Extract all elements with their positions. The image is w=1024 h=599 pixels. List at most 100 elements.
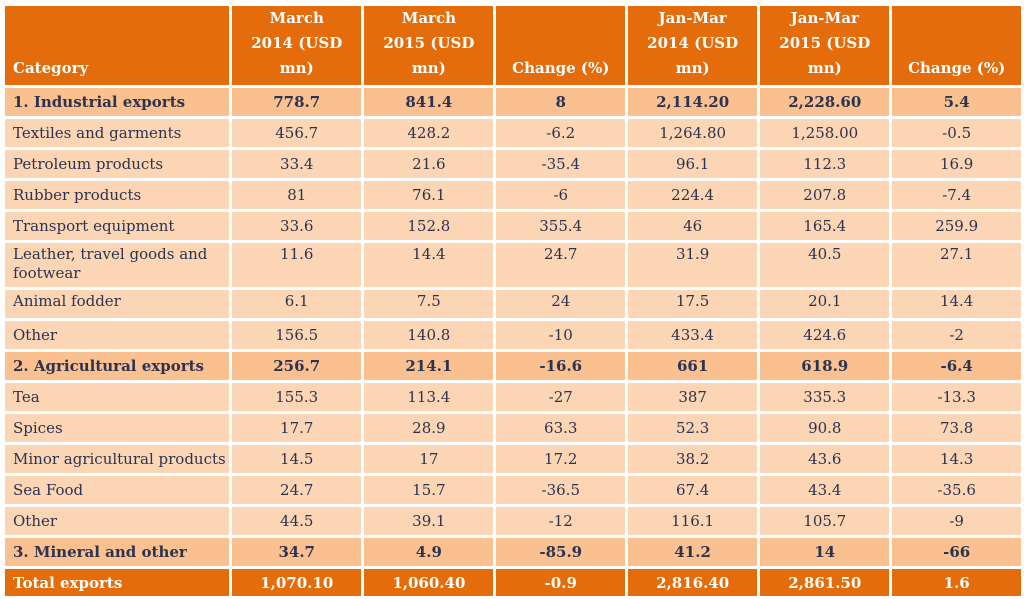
header-line: Change (%) — [512, 59, 610, 77]
cell-value: -35.4 — [496, 150, 626, 178]
header-line: 2015 (USD mn) — [383, 34, 475, 77]
cell-value: 256.7 — [232, 352, 362, 380]
row-label: Rubber products — [5, 181, 230, 209]
cell-value: 15.7 — [364, 476, 494, 504]
cell-value: -2 — [892, 321, 1021, 349]
cell-value: 31.9 — [628, 243, 758, 287]
cell-value: 21.6 — [364, 150, 494, 178]
cell-value: -10 — [496, 321, 626, 349]
cell-value: 1.6 — [892, 569, 1021, 596]
row-label: Minor agricultural products — [5, 445, 230, 473]
row-label: Spices — [5, 414, 230, 442]
cell-value: 841.4 — [364, 88, 494, 116]
cell-value: 140.8 — [364, 321, 494, 349]
cell-value: -36.5 — [496, 476, 626, 504]
header-line: Change (%) — [908, 59, 1006, 77]
cell-value: 355.4 — [496, 212, 626, 240]
cell-value: 156.5 — [232, 321, 362, 349]
cell-value: 63.3 — [496, 414, 626, 442]
cell-value: 8 — [496, 88, 626, 116]
cell-value: -0.9 — [496, 569, 626, 596]
cell-value: -12 — [496, 507, 626, 535]
header-line: 2014 (USD mn) — [647, 34, 739, 77]
cell-value: 7.5 — [364, 290, 494, 318]
cell-value: 24.7 — [496, 243, 626, 287]
cell-value: 14 — [760, 538, 890, 566]
cell-value: 661 — [628, 352, 758, 380]
cell-value: 113.4 — [364, 383, 494, 411]
cell-value: -35.6 — [892, 476, 1021, 504]
header-line: March — [401, 9, 456, 27]
cell-value: 1,264.80 — [628, 119, 758, 147]
cell-value: -85.9 — [496, 538, 626, 566]
cell-value: 335.3 — [760, 383, 890, 411]
cell-value: 24.7 — [232, 476, 362, 504]
table-row: Textiles and garments 456.7 428.2 -6.2 1… — [5, 119, 1021, 147]
cell-value: 33.6 — [232, 212, 362, 240]
row-label: Transport equipment — [5, 212, 230, 240]
cell-value: 207.8 — [760, 181, 890, 209]
cell-value: 6.1 — [232, 290, 362, 318]
cell-value: -6.2 — [496, 119, 626, 147]
cell-value: 17.5 — [628, 290, 758, 318]
cell-value: 24 — [496, 290, 626, 318]
cell-value: 155.3 — [232, 383, 362, 411]
cell-value: 11.6 — [232, 243, 362, 287]
table-row: Other 156.5 140.8 -10 433.4 424.6 -2 — [5, 321, 1021, 349]
table-row-agricultural-exports: 2. Agricultural exports 256.7 214.1 -16.… — [5, 352, 1021, 380]
cell-value: 2,816.40 — [628, 569, 758, 596]
cell-value: 1,060.40 — [364, 569, 494, 596]
row-label: 3. Mineral and other — [5, 538, 230, 566]
table-row: Transport equipment 33.6 152.8 355.4 46 … — [5, 212, 1021, 240]
cell-value: -6 — [496, 181, 626, 209]
cell-value: 73.8 — [892, 414, 1021, 442]
cell-value: 387 — [628, 383, 758, 411]
header-line: 2014 (USD mn) — [251, 34, 343, 77]
header-march-2015: March 2015 (USD mn) — [364, 6, 494, 85]
row-label: Other — [5, 321, 230, 349]
cell-value: 40.5 — [760, 243, 890, 287]
cell-value: 778.7 — [232, 88, 362, 116]
cell-value: 424.6 — [760, 321, 890, 349]
cell-value: 44.5 — [232, 507, 362, 535]
exports-table: Category March 2014 (USD mn) March 2015 (U… — [2, 3, 1024, 599]
cell-value: 90.8 — [760, 414, 890, 442]
table-row: Sea Food 24.7 15.7 -36.5 67.4 43.4 -35.6 — [5, 476, 1021, 504]
cell-value: 224.4 — [628, 181, 758, 209]
header-line: Jan-Mar — [790, 9, 859, 27]
cell-value: 20.1 — [760, 290, 890, 318]
cell-value: -0.5 — [892, 119, 1021, 147]
row-label: Petroleum products — [5, 150, 230, 178]
cell-value: 43.6 — [760, 445, 890, 473]
cell-value: 14.5 — [232, 445, 362, 473]
table-row: Spices 17.7 28.9 63.3 52.3 90.8 73.8 — [5, 414, 1021, 442]
cell-value: 2,114.20 — [628, 88, 758, 116]
cell-value: 34.7 — [232, 538, 362, 566]
cell-value: 112.3 — [760, 150, 890, 178]
header-change-march: Change (%) — [496, 6, 626, 85]
header-line: March — [269, 9, 324, 27]
cell-value: -6.4 — [892, 352, 1021, 380]
row-label: Textiles and garments — [5, 119, 230, 147]
header-janmar-2014: Jan-Mar 2014 (USD mn) — [628, 6, 758, 85]
cell-value: 618.9 — [760, 352, 890, 380]
cell-value: 17.2 — [496, 445, 626, 473]
cell-value: 28.9 — [364, 414, 494, 442]
row-label: Animal fodder — [5, 290, 230, 318]
cell-value: 433.4 — [628, 321, 758, 349]
table-row-total-exports: Total exports 1,070.10 1,060.40 -0.9 2,8… — [5, 569, 1021, 596]
table-row: Animal fodder 6.1 7.5 24 17.5 20.1 14.4 — [5, 290, 1021, 318]
cell-value: 1,258.00 — [760, 119, 890, 147]
cell-value: 38.2 — [628, 445, 758, 473]
cell-value: 428.2 — [364, 119, 494, 147]
cell-value: 165.4 — [760, 212, 890, 240]
table-row: Minor agricultural products 14.5 17 17.2… — [5, 445, 1021, 473]
header-row: Category March 2014 (USD mn) March 2015 (U… — [5, 6, 1021, 85]
cell-value: 14.4 — [892, 290, 1021, 318]
cell-value: 14.4 — [364, 243, 494, 287]
cell-value: 67.4 — [628, 476, 758, 504]
cell-value: 16.9 — [892, 150, 1021, 178]
table-row-mineral-and-other: 3. Mineral and other 34.7 4.9 -85.9 41.2… — [5, 538, 1021, 566]
cell-value: -16.6 — [496, 352, 626, 380]
header-category: Category — [5, 6, 230, 85]
